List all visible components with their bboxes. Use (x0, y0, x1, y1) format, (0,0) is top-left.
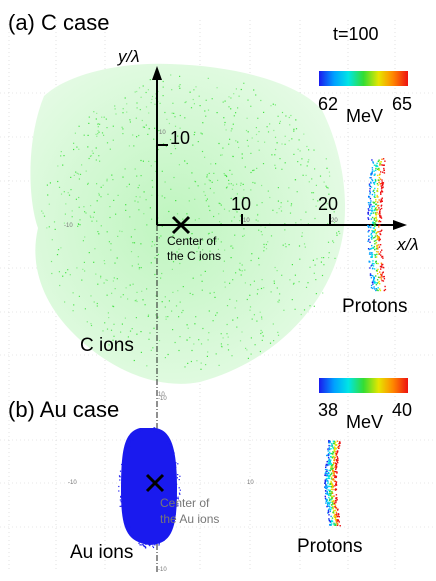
faint-tick-a-5: -10 (158, 396, 167, 402)
y-tick-label: 10 (170, 128, 190, 148)
protons-label-a: Protons (342, 296, 407, 317)
colorbar-a-min: 62 (318, 94, 338, 114)
faint-tick-b-2: 10 (247, 480, 254, 486)
faint-tick-b-1: -10 (68, 480, 77, 486)
faint-tick-b-4: 10 (158, 392, 165, 398)
au-center-marker (145, 473, 165, 493)
c-ion-particles (41, 74, 341, 370)
colorbar-b (319, 378, 408, 393)
au-center-label-line1: Center of (160, 496, 210, 510)
c-ions-label: C ions (80, 335, 134, 356)
x-axis-arrow-icon (393, 220, 407, 230)
faint-tick-a-3: 20 (331, 218, 338, 224)
y-axis-label: y/λ (117, 47, 140, 66)
x-tick-label-20: 20 (318, 194, 338, 214)
colorbar-b-max: 40 (392, 400, 412, 420)
colorbar-a-max: 65 (392, 94, 412, 114)
au-center-label-line2: the Au ions (160, 512, 219, 526)
panel-a: (a) C case t=100 y/λ x/λ 10 10 20 Center… (8, 10, 419, 572)
c-center-label-line2: the C ions (167, 249, 221, 263)
x-mark-icon (171, 215, 191, 235)
c-ion-cloud (30, 63, 346, 384)
protons-label-b: Protons (297, 536, 362, 557)
x-tick-label-10: 10 (231, 194, 251, 214)
au-ions-label: Au ions (70, 542, 133, 563)
time-label: t=100 (333, 24, 379, 44)
colorbar-b-min: 38 (318, 400, 338, 420)
c-center-label-line1: Center of (167, 234, 217, 248)
x-axis-label: x/λ (396, 235, 419, 254)
colorbar-a-unit: MeV (346, 106, 383, 126)
protons-bunch-a (367, 158, 387, 292)
faint-tick-a-4: -10 (64, 223, 73, 229)
faint-tick-a-2: 10 (243, 218, 250, 224)
panel-a-title: (a) C case (8, 10, 109, 35)
x-mark-icon (145, 473, 165, 493)
panel-b: (b) Au case Center of the Au ions Au ion… (8, 378, 412, 573)
faint-tick-b-3: -10 (158, 567, 167, 573)
au-ion-particles (118, 427, 181, 549)
protons-bunch-b (324, 440, 341, 527)
colorbar-a (319, 71, 408, 86)
au-ion-cloud (121, 428, 177, 545)
c-center-marker (171, 215, 191, 235)
colorbar-b-unit: MeV (346, 412, 383, 432)
y-axis-arrow-icon (152, 66, 162, 80)
faint-tick-a-1: 10 (159, 130, 166, 136)
panel-b-title: (b) Au case (8, 397, 119, 422)
